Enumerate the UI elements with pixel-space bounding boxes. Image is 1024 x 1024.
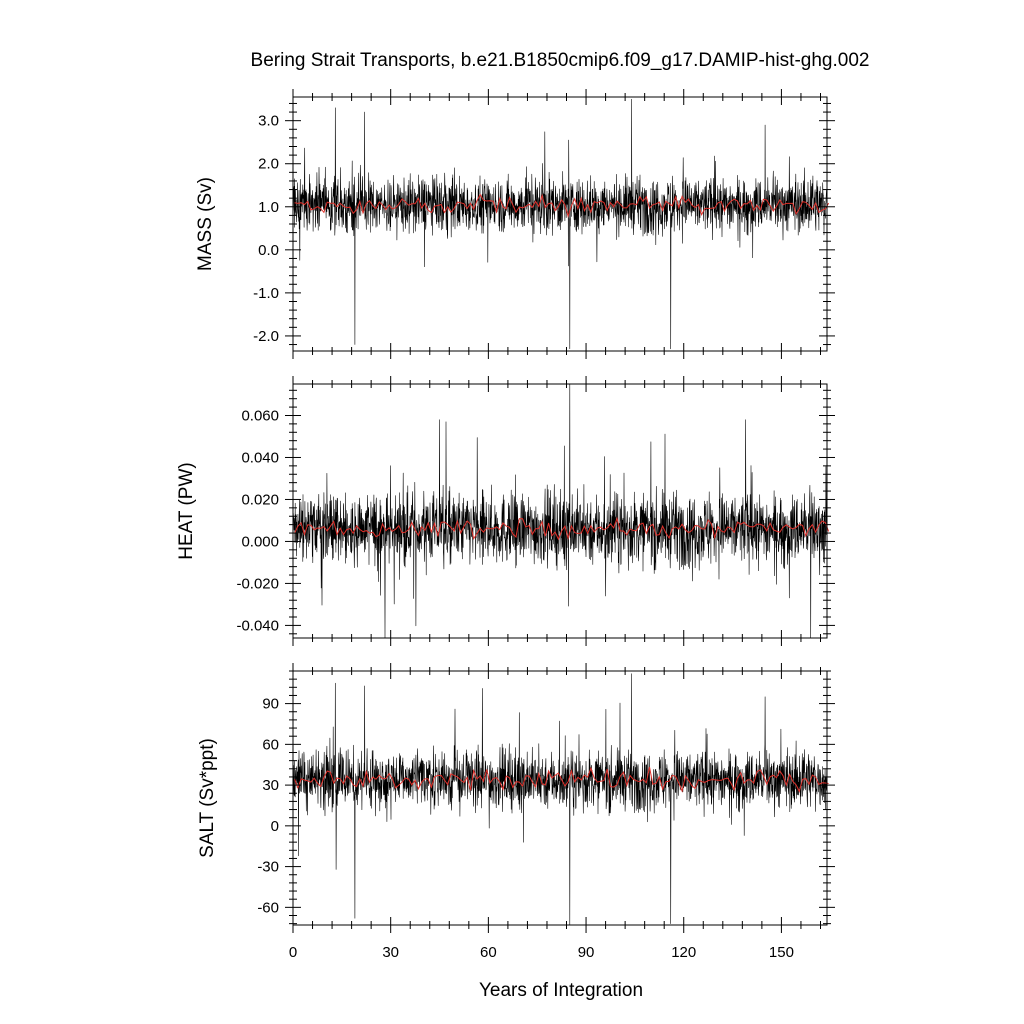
y-tick-label: 90 — [262, 696, 279, 713]
salt-monthly-series — [292, 673, 827, 926]
y-tick-label: 3.0 — [258, 113, 279, 130]
mass-monthly-series — [292, 98, 827, 350]
y-tick-label: 1.0 — [258, 199, 279, 216]
mass-plot-frame — [292, 96, 828, 352]
y-tick-label: -1.0 — [253, 285, 279, 302]
x-tick-label: 90 — [578, 944, 595, 961]
y-tick-label: -30 — [257, 859, 279, 876]
y-tick-label: 0.000 — [241, 533, 279, 550]
mass-y-axis-label: MASS (Sv) — [195, 177, 216, 271]
heat-annual-series — [294, 516, 830, 541]
heat-panel: -0.040 -0.020 0.000 0.020 0.040 0.060 HEAT (P… — [176, 376, 835, 646]
salt-annual-series — [294, 766, 829, 794]
heat-plot-frame — [292, 383, 828, 639]
salt-panel: -60 -30 0 30 60 90 0 30 60 90 120 150 SALT (Sv*ppt) — [197, 663, 835, 961]
salt-ticks: -60 -30 0 30 60 90 0 30 60 90 120 150 — [257, 663, 835, 961]
heat-ticks: -0.040 -0.020 0.000 0.020 0.040 0.060 — [236, 376, 835, 646]
annual-mean-line — [294, 766, 829, 794]
annual-mean-line — [294, 193, 830, 218]
x-tick-label: 60 — [480, 944, 497, 961]
y-tick-label: 0.020 — [241, 491, 279, 508]
salt-plot-frame — [292, 670, 828, 926]
y-tick-label: 0.0 — [258, 242, 279, 259]
mass-ticks: -2.0 -1.0 0.0 1.0 2.0 3.0 — [253, 89, 835, 359]
y-tick-label: -0.040 — [236, 617, 279, 634]
y-tick-label: 0.040 — [241, 449, 279, 466]
y-tick-label: 2.0 — [258, 156, 279, 173]
y-tick-label: -60 — [257, 899, 279, 916]
x-tick-label: 150 — [769, 944, 794, 961]
x-tick-label: 30 — [382, 944, 399, 961]
heat-y-axis-label: HEAT (PW) — [176, 462, 197, 559]
monthly-line — [292, 673, 827, 926]
y-tick-label: 0.060 — [241, 407, 279, 424]
monthly-line — [292, 98, 827, 350]
y-tick-label: -2.0 — [253, 328, 279, 345]
monthly-line — [292, 383, 827, 639]
mass-annual-series — [294, 193, 830, 218]
y-tick-label: 0 — [271, 818, 279, 835]
heat-monthly-series — [292, 383, 827, 639]
chart-title: Bering Strait Transports, b.e21.B1850cmi… — [251, 50, 870, 71]
y-tick-label: 60 — [262, 736, 279, 753]
annual-mean-line — [294, 516, 830, 541]
x-tick-label: 120 — [671, 944, 696, 961]
salt-y-axis-label: SALT (Sv*ppt) — [197, 738, 218, 858]
mass-panel: -2.0 -1.0 0.0 1.0 2.0 3.0 MASS (Sv) — [195, 89, 835, 359]
x-tick-label: 0 — [289, 944, 297, 961]
x-axis-label: Years of Integration — [479, 980, 643, 1001]
y-tick-label: 30 — [262, 777, 279, 794]
y-tick-label: -0.020 — [236, 575, 279, 592]
